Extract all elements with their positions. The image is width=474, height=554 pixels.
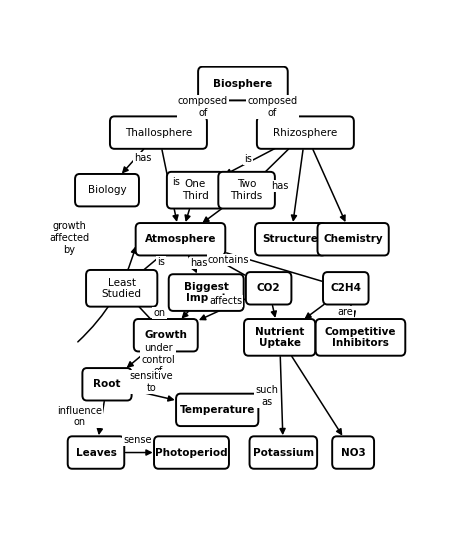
Text: Biggest
Impact: Biggest Impact <box>184 282 228 304</box>
Text: Photoperiod: Photoperiod <box>155 448 228 458</box>
FancyBboxPatch shape <box>219 172 275 208</box>
Text: sensitive
to: sensitive to <box>130 371 173 393</box>
FancyBboxPatch shape <box>82 368 132 401</box>
Text: Nutrient
Uptake: Nutrient Uptake <box>255 326 304 348</box>
Text: Atmosphere: Atmosphere <box>145 234 216 244</box>
FancyBboxPatch shape <box>255 223 326 255</box>
FancyBboxPatch shape <box>176 394 258 426</box>
Text: Competitive
Inhibitors: Competitive Inhibitors <box>325 326 396 348</box>
FancyBboxPatch shape <box>316 319 405 356</box>
Text: CO2: CO2 <box>257 283 281 293</box>
Text: NO3: NO3 <box>341 448 365 458</box>
Text: are: are <box>337 307 353 317</box>
Text: Least
Studied: Least Studied <box>102 278 142 299</box>
FancyBboxPatch shape <box>110 116 207 149</box>
FancyBboxPatch shape <box>134 319 198 351</box>
Text: Thallosphere: Thallosphere <box>125 127 192 137</box>
Text: sense: sense <box>123 435 152 445</box>
FancyBboxPatch shape <box>332 437 374 469</box>
FancyBboxPatch shape <box>86 270 157 307</box>
Text: has: has <box>191 258 208 268</box>
Text: affects: affects <box>209 296 242 306</box>
Text: composed
of: composed of <box>247 96 298 117</box>
Text: has: has <box>135 153 152 163</box>
Text: growth
affected
by: growth affected by <box>49 222 90 255</box>
FancyBboxPatch shape <box>75 174 139 207</box>
Text: C2H4: C2H4 <box>330 283 361 293</box>
Text: is: is <box>244 153 252 164</box>
Text: Two
Thirds: Two Thirds <box>230 179 263 201</box>
Text: Biosphere: Biosphere <box>213 79 273 89</box>
Text: is: is <box>157 257 165 267</box>
Text: Biology: Biology <box>88 185 126 195</box>
FancyBboxPatch shape <box>257 116 354 149</box>
Text: Root: Root <box>93 379 121 389</box>
Text: composed
of: composed of <box>178 96 228 117</box>
FancyBboxPatch shape <box>244 319 315 356</box>
Text: Rhizosphere: Rhizosphere <box>273 127 337 137</box>
Text: Leaves: Leaves <box>75 448 117 458</box>
Text: Growth: Growth <box>145 330 187 340</box>
Text: influence
on: influence on <box>57 406 102 427</box>
FancyBboxPatch shape <box>154 437 229 469</box>
Text: Chemistry: Chemistry <box>323 234 383 244</box>
Text: under
control
of: under control of <box>142 343 175 376</box>
Text: One
Third: One Third <box>182 179 209 201</box>
Text: has: has <box>271 181 288 191</box>
FancyBboxPatch shape <box>136 223 225 255</box>
FancyBboxPatch shape <box>68 437 124 469</box>
FancyBboxPatch shape <box>169 274 244 311</box>
Text: on: on <box>154 308 165 318</box>
Text: such
as: such as <box>255 385 278 407</box>
Text: is: is <box>172 177 180 187</box>
FancyBboxPatch shape <box>167 172 223 208</box>
Text: Structure: Structure <box>263 234 319 244</box>
FancyBboxPatch shape <box>198 66 288 100</box>
FancyBboxPatch shape <box>249 437 317 469</box>
Text: contains: contains <box>208 255 249 265</box>
FancyBboxPatch shape <box>323 272 369 305</box>
FancyBboxPatch shape <box>246 272 292 305</box>
Text: Temperature: Temperature <box>180 405 255 415</box>
FancyBboxPatch shape <box>318 223 389 255</box>
Text: Potassium: Potassium <box>253 448 314 458</box>
